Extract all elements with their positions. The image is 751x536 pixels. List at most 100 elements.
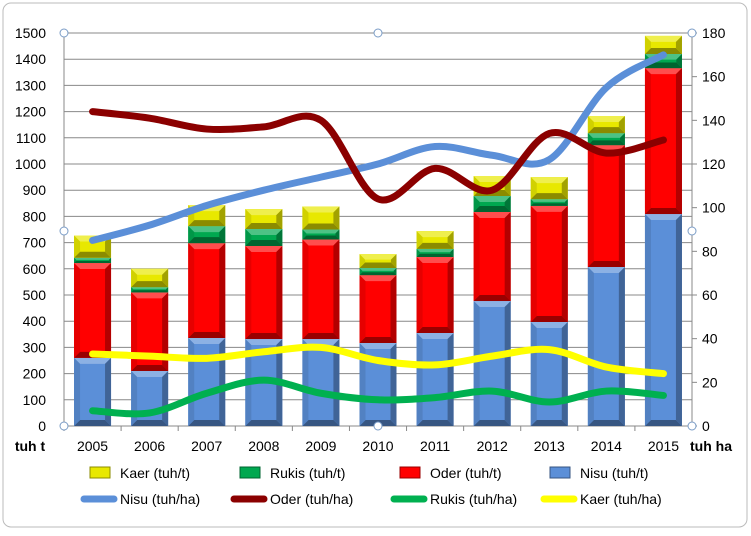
resize-handle[interactable] (373, 421, 383, 431)
resize-handle[interactable] (687, 226, 697, 236)
bar-segment-oder[interactable] (473, 211, 511, 302)
left-axis-title: tuh t (15, 438, 46, 454)
x-tick-label: 2005 (77, 438, 108, 454)
resize-handle[interactable] (59, 421, 69, 431)
bar-segment-oder[interactable] (587, 145, 625, 267)
bar-segment-rukis[interactable] (473, 195, 511, 212)
bar-segment-oder[interactable] (74, 263, 112, 358)
bar-segment-kaer[interactable] (416, 231, 454, 249)
bar-segment-oder[interactable] (245, 246, 283, 340)
bar-segment-kaer[interactable] (245, 209, 283, 229)
x-tick-label: 2013 (534, 438, 565, 454)
right-tick-label: 20 (702, 374, 718, 390)
left-tick-label: 700 (23, 235, 47, 251)
bar-segment-nisu[interactable] (530, 321, 568, 426)
left-tick-label: 600 (23, 261, 47, 277)
legend: Kaer (tuh/t) Rukis (tuh/t) Oder (tuh/t) Nis… (80, 465, 662, 507)
legend-entry[interactable]: Oder (tuh/ha) (230, 491, 353, 507)
bar-segment-rukis[interactable] (302, 229, 340, 240)
bar-segment-nisu[interactable] (302, 339, 340, 426)
bar-segment-rukis[interactable] (530, 199, 568, 206)
bar-segment-rukis[interactable] (359, 268, 397, 276)
axes: 0100200300400500600700800900100011001200… (15, 25, 732, 454)
x-tick-label: 2007 (191, 438, 222, 454)
resize-handle[interactable] (59, 28, 69, 38)
left-tick-label: 800 (23, 208, 47, 224)
bar-segment-rukis[interactable] (416, 248, 454, 258)
x-tick-label: 2012 (477, 438, 508, 454)
legend-entry[interactable]: Nisu (tuh/ha) (80, 491, 200, 507)
left-tick-label: 1300 (15, 77, 46, 93)
left-tick-label: 1200 (15, 104, 46, 120)
left-tick-label: 200 (23, 366, 47, 382)
bar-segment-kaer[interactable] (587, 116, 625, 134)
bar-segment-nisu[interactable] (587, 266, 625, 426)
legend-entry[interactable]: Kaer (tuh/ha) (540, 491, 662, 507)
line-kaer[interactable] (89, 343, 667, 378)
legend-swatch (239, 466, 261, 479)
bar-segment-kaer[interactable] (530, 177, 568, 200)
bar-segment-kaer[interactable] (302, 206, 340, 230)
left-tick-label: 500 (23, 287, 47, 303)
bar-segment-nisu[interactable] (416, 332, 454, 426)
left-tick-label: 0 (38, 418, 46, 434)
legend-swatch (399, 466, 421, 479)
resize-handle[interactable] (687, 28, 697, 38)
right-tick-label: 180 (702, 25, 726, 41)
lines (89, 51, 667, 418)
bar-segment-kaer[interactable] (359, 254, 397, 269)
right-axis-title: tuh ha (690, 438, 732, 454)
line-nisu[interactable] (89, 51, 667, 244)
bar-segment-kaer[interactable] (644, 35, 682, 54)
right-tick-label: 0 (702, 418, 710, 434)
legend-label: Nisu (tuh/ha) (120, 491, 200, 507)
line-oder[interactable] (89, 108, 667, 204)
x-tick-label: 2006 (134, 438, 165, 454)
legend-label: Kaer (tuh/t) (120, 465, 190, 481)
right-tick-label: 160 (702, 69, 726, 85)
bar-segment-oder[interactable] (359, 275, 397, 343)
resize-handle[interactable] (373, 28, 383, 38)
legend-entry[interactable]: Oder (tuh/t) (399, 465, 502, 481)
bar-segment-rukis[interactable] (587, 133, 625, 146)
x-tick-label: 2008 (248, 438, 279, 454)
bar-segment-rukis[interactable] (188, 226, 226, 244)
x-tick-label: 2015 (648, 438, 679, 454)
bar-segment-rukis[interactable] (74, 257, 112, 264)
legend-entry[interactable]: Rukis (tuh/t) (239, 465, 345, 481)
bar-segment-oder[interactable] (530, 205, 568, 322)
left-tick-label: 300 (23, 339, 47, 355)
left-tick-label: 1100 (16, 130, 46, 146)
bar-segment-rukis[interactable] (245, 228, 283, 247)
bar-segment-oder[interactable] (302, 239, 340, 340)
left-tick-label: 400 (23, 313, 47, 329)
right-tick-label: 100 (702, 200, 726, 216)
resize-handle[interactable] (687, 421, 697, 431)
bar-segment-oder[interactable] (416, 257, 454, 333)
legend-entry[interactable]: Rukis (tuh/ha) (390, 491, 517, 507)
legend-label: Nisu (tuh/t) (580, 465, 648, 481)
left-tick-label: 900 (23, 182, 47, 198)
left-tick-label: 1500 (15, 25, 46, 41)
bar-segment-nisu[interactable] (131, 370, 169, 426)
legend-entry[interactable]: Kaer (tuh/t) (89, 465, 190, 481)
line-rukis[interactable] (89, 376, 667, 418)
legend-label: Kaer (tuh/ha) (580, 491, 662, 507)
bar-segment-nisu[interactable] (644, 214, 682, 426)
bar-segment-rukis[interactable] (131, 287, 169, 293)
resize-handle[interactable] (59, 226, 69, 236)
right-tick-label: 120 (702, 156, 726, 172)
bar-segment-oder[interactable] (188, 243, 226, 338)
bar-segment-nisu[interactable] (188, 337, 226, 426)
bar-segment-nisu[interactable] (74, 357, 112, 426)
left-tick-label: 1400 (15, 51, 46, 67)
x-tick-label: 2009 (305, 438, 336, 454)
bar-segment-kaer[interactable] (131, 268, 169, 288)
bar-segment-nisu[interactable] (473, 301, 511, 426)
right-tick-label: 40 (702, 331, 718, 347)
legend-swatch (89, 466, 111, 479)
legend-entry[interactable]: Nisu (tuh/t) (549, 465, 648, 481)
left-tick-label: 1000 (15, 156, 46, 172)
